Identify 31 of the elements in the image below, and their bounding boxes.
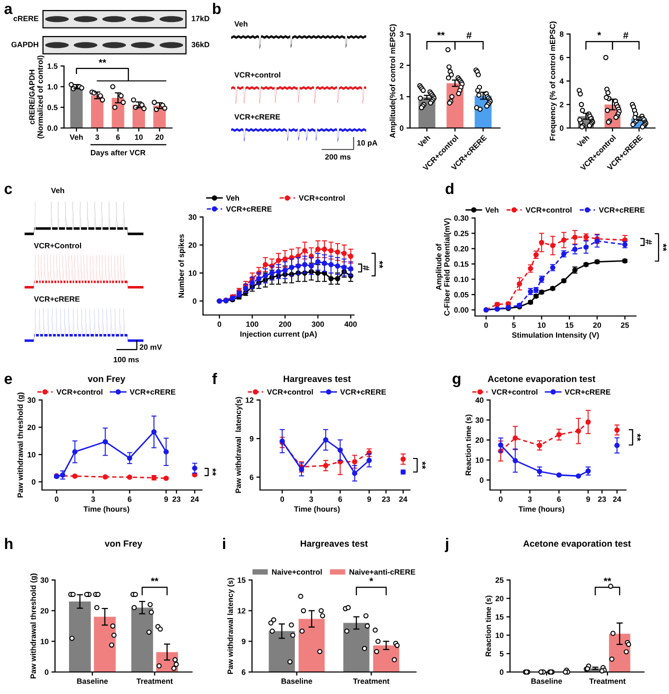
annotation: * — [369, 578, 374, 582]
chart-title: Acetone evaporation test — [488, 375, 596, 384]
annotation: ** — [437, 32, 445, 36]
text: ** — [379, 260, 383, 268]
text: ** — [637, 434, 641, 442]
text: i — [223, 538, 226, 549]
chart-title: von Frey — [88, 376, 126, 384]
annotation: ** — [150, 578, 158, 582]
chart-title: von Frey — [104, 540, 142, 549]
text: ** — [98, 59, 106, 63]
annotation: * — [597, 32, 602, 36]
text: f — [212, 372, 218, 384]
text: ** — [212, 468, 216, 476]
text: h — [5, 538, 12, 549]
chart-title: Acetone evaporation test — [523, 540, 631, 549]
chart-title: Hargreaves test — [300, 540, 368, 549]
chart-title: Hargreaves test — [284, 376, 351, 384]
annotation: ** — [604, 578, 612, 582]
text: ** — [662, 244, 667, 252]
text: d — [446, 182, 454, 194]
text: c — [4, 186, 12, 194]
text: a — [4, 6, 13, 14]
text: j — [444, 538, 448, 552]
annotation: # — [466, 32, 472, 39]
text: b — [213, 2, 221, 14]
annotation: # — [623, 32, 628, 39]
text: g — [452, 376, 460, 388]
text: # — [362, 265, 370, 271]
text: ** — [422, 461, 426, 470]
text: e — [4, 376, 12, 384]
text: # — [645, 239, 652, 245]
